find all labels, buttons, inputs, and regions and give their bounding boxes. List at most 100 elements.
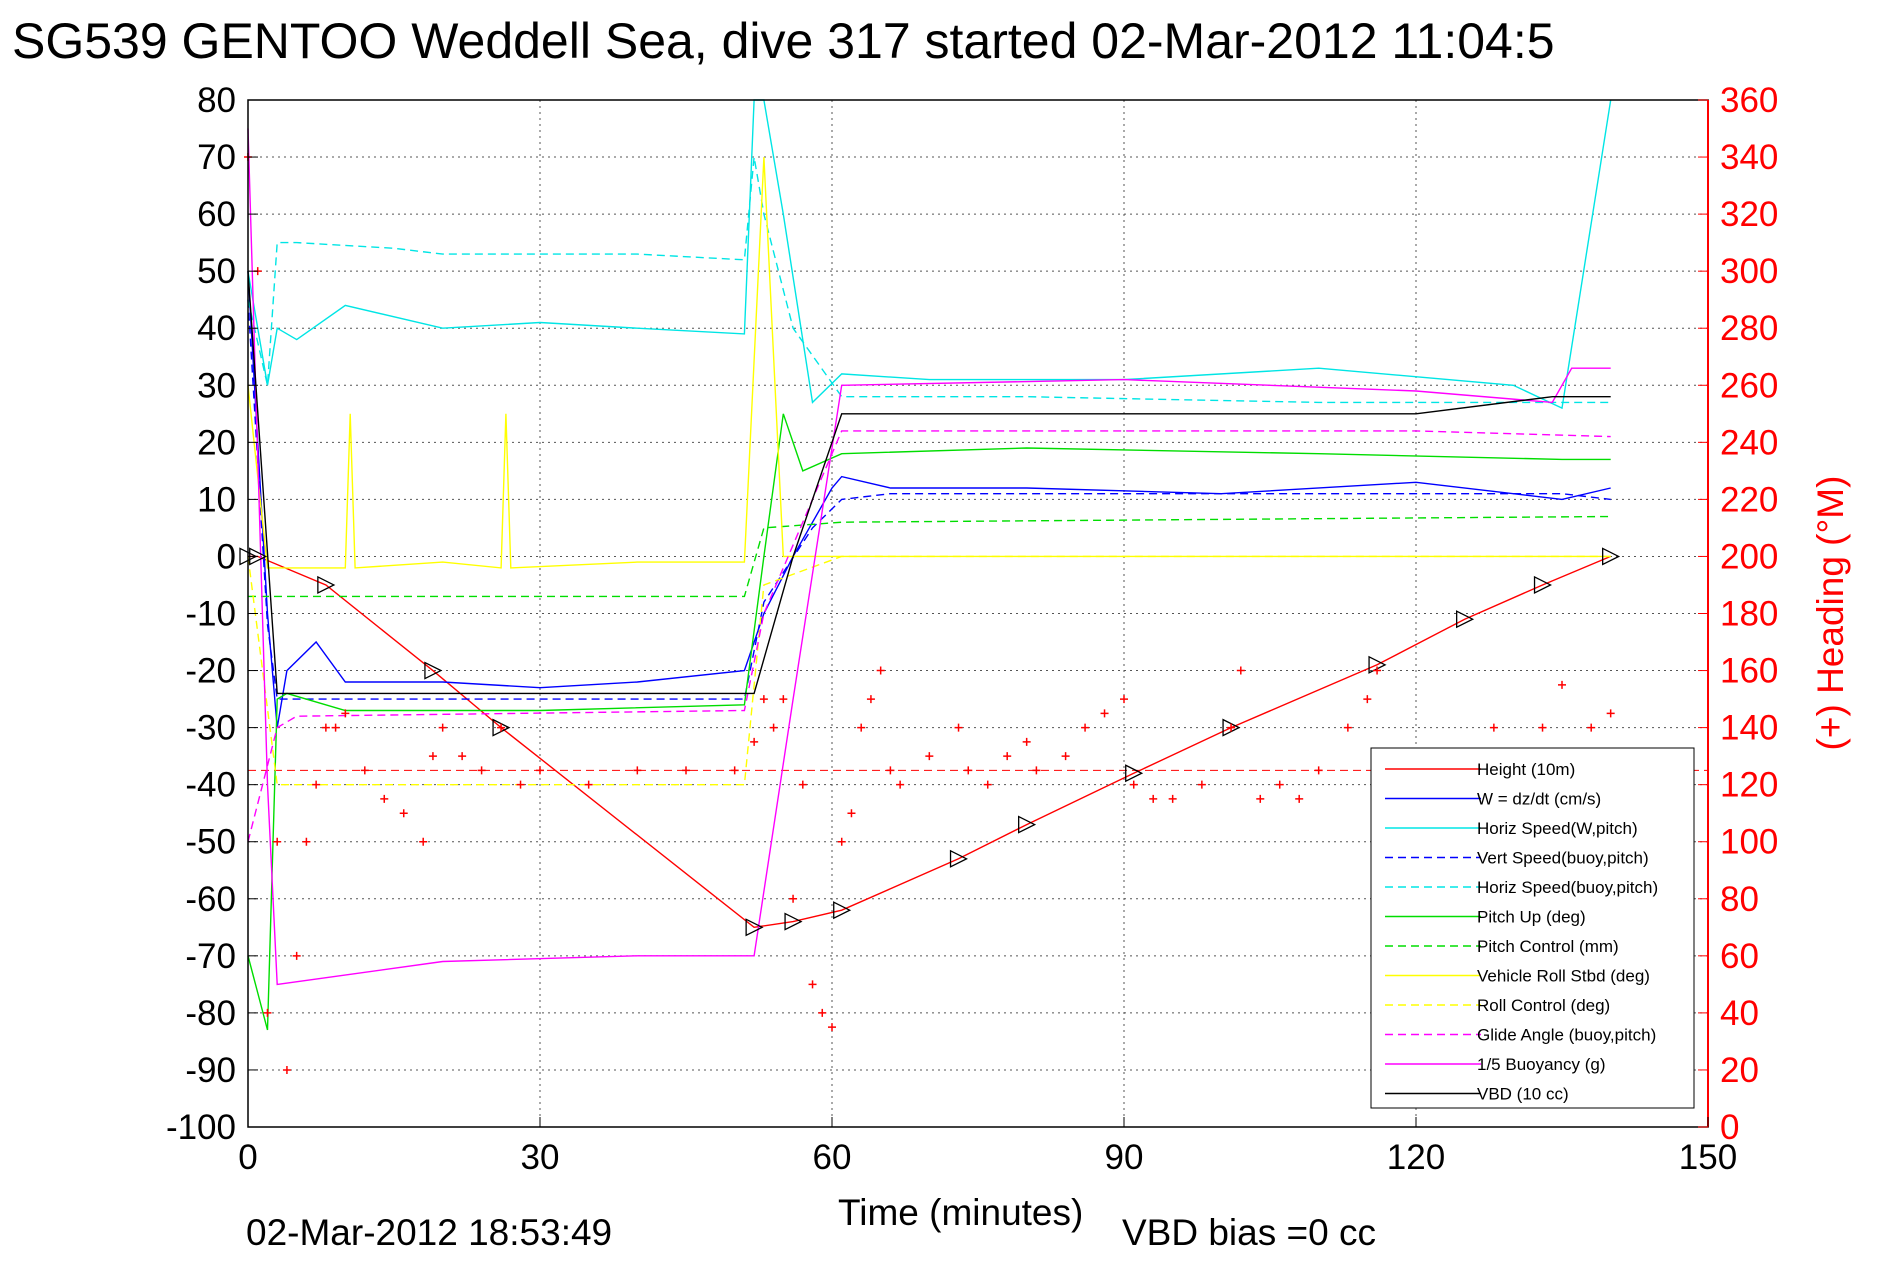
y-tick-label: 30 — [197, 366, 236, 405]
heading-point — [857, 723, 866, 732]
heading-point — [263, 1008, 272, 1017]
y-tick-label: -60 — [185, 880, 236, 919]
heading-point — [341, 709, 350, 718]
heading-point — [331, 723, 340, 732]
heading-series — [244, 153, 1615, 1074]
y2-tick-label: 60 — [1720, 937, 1759, 976]
heading-point — [302, 837, 311, 846]
heading-point — [584, 780, 593, 789]
heading-point — [808, 980, 817, 989]
legend-label: Horiz Speed(buoy,pitch) — [1477, 878, 1658, 897]
y-tick-label: 70 — [197, 138, 236, 177]
height-marker — [1602, 547, 1621, 566]
heading-point — [1120, 695, 1128, 704]
heading-point — [789, 894, 798, 903]
height-marker — [424, 661, 443, 680]
heading-point — [1275, 780, 1284, 789]
heading-point — [1587, 723, 1596, 732]
x-tick-label: 120 — [1387, 1138, 1445, 1177]
y-tick-label: -40 — [185, 766, 236, 805]
heading-point — [273, 837, 282, 846]
heading-point — [282, 1065, 291, 1074]
y2-tick-label: 280 — [1720, 309, 1778, 348]
heading-point — [1295, 794, 1304, 803]
heading-point — [419, 837, 428, 846]
heading-point — [779, 695, 788, 704]
height-marker — [1456, 610, 1475, 629]
heading-point — [847, 809, 856, 818]
y-tick-label: 0 — [217, 537, 236, 576]
series-line — [247, 156, 1611, 404]
y2-tick-label: 360 — [1720, 81, 1778, 120]
ticks: 0 30 60 90 120 15080706050403020100-10-20-30-… — [166, 81, 1778, 1177]
height-marker — [317, 575, 336, 595]
x-tick-label: 90 — [1105, 1138, 1144, 1177]
series-line — [247, 128, 1611, 986]
heading-point — [1343, 723, 1352, 732]
y2-tick-label: 240 — [1720, 423, 1778, 462]
heading-point — [886, 766, 895, 775]
heading-point — [750, 737, 759, 746]
y2-tick-label: 220 — [1720, 480, 1778, 519]
y-tick-label: -50 — [185, 823, 236, 862]
y-tick-label: 80 — [197, 81, 236, 120]
series-line — [247, 271, 1611, 728]
y2-tick-label: 120 — [1720, 766, 1778, 805]
x-tick-label: 60 — [813, 1138, 852, 1177]
heading-point — [896, 780, 905, 789]
y2-tick-label: 200 — [1720, 537, 1778, 576]
series-line — [248, 555, 1611, 929]
y2-tick-label: 320 — [1720, 195, 1778, 234]
heading-point — [1022, 737, 1031, 746]
x-axis-label: Time (minutes) — [838, 1192, 1083, 1233]
height-marker — [1125, 764, 1144, 783]
y2-tick-label: 40 — [1720, 994, 1759, 1033]
heading-point — [536, 766, 544, 775]
y2-tick-label: 0 — [1720, 1108, 1739, 1147]
heading-point — [837, 837, 846, 846]
series-line — [247, 413, 1611, 1031]
legend-label: Vert Speed(buoy,pitch) — [1477, 849, 1649, 868]
heading-point — [1197, 780, 1206, 789]
x-tick-label: 0 — [238, 1138, 257, 1177]
y2-tick-label: 140 — [1720, 709, 1778, 748]
legend-label: 1/5 Buoyancy (g) — [1477, 1055, 1606, 1074]
legend-label: Roll Control (deg) — [1477, 996, 1610, 1015]
heading-point — [633, 766, 642, 775]
legend-label: Horiz Speed(W,pitch) — [1477, 819, 1638, 838]
heading-point — [1081, 723, 1090, 732]
series-line — [248, 515, 1611, 598]
heading-point — [380, 794, 389, 803]
legend-label: Pitch Up (deg) — [1477, 908, 1586, 927]
y-tick-label: -30 — [185, 709, 236, 748]
y2-tick-label: 180 — [1720, 595, 1778, 634]
y2-axis-label: (+) Heading (°M) — [1810, 476, 1851, 751]
height-marker — [833, 901, 852, 920]
heading-point — [497, 723, 506, 732]
y-tick-label: 20 — [197, 423, 236, 462]
y-tick-label: 10 — [197, 480, 236, 519]
legend-label: Glide Angle (buoy,pitch) — [1477, 1026, 1656, 1045]
heading-point — [360, 766, 369, 775]
y2-tick-label: 260 — [1720, 366, 1778, 405]
heading-point — [1100, 709, 1109, 718]
heading-point — [1032, 766, 1041, 775]
heading-point — [1256, 794, 1265, 803]
heading-point — [798, 780, 807, 789]
heading-point — [1363, 695, 1372, 704]
x-tick-label: 150 — [1679, 1138, 1737, 1177]
heading-point — [1236, 666, 1245, 675]
y-tick-label: -70 — [185, 937, 236, 976]
heading-point — [682, 766, 690, 775]
heading-point — [828, 1023, 836, 1032]
heading-point — [876, 666, 885, 675]
heading-point — [818, 1008, 827, 1017]
y-tick-label: -20 — [185, 652, 236, 691]
heading-point — [438, 723, 447, 732]
heading-point — [1373, 666, 1382, 675]
legend-label: Pitch Control (mm) — [1477, 937, 1619, 956]
legend-label: W = dz/dt (cm/s) — [1477, 790, 1601, 809]
y-tick-label: -10 — [185, 595, 236, 634]
heading-point — [1149, 794, 1158, 803]
heading-point — [321, 723, 330, 732]
